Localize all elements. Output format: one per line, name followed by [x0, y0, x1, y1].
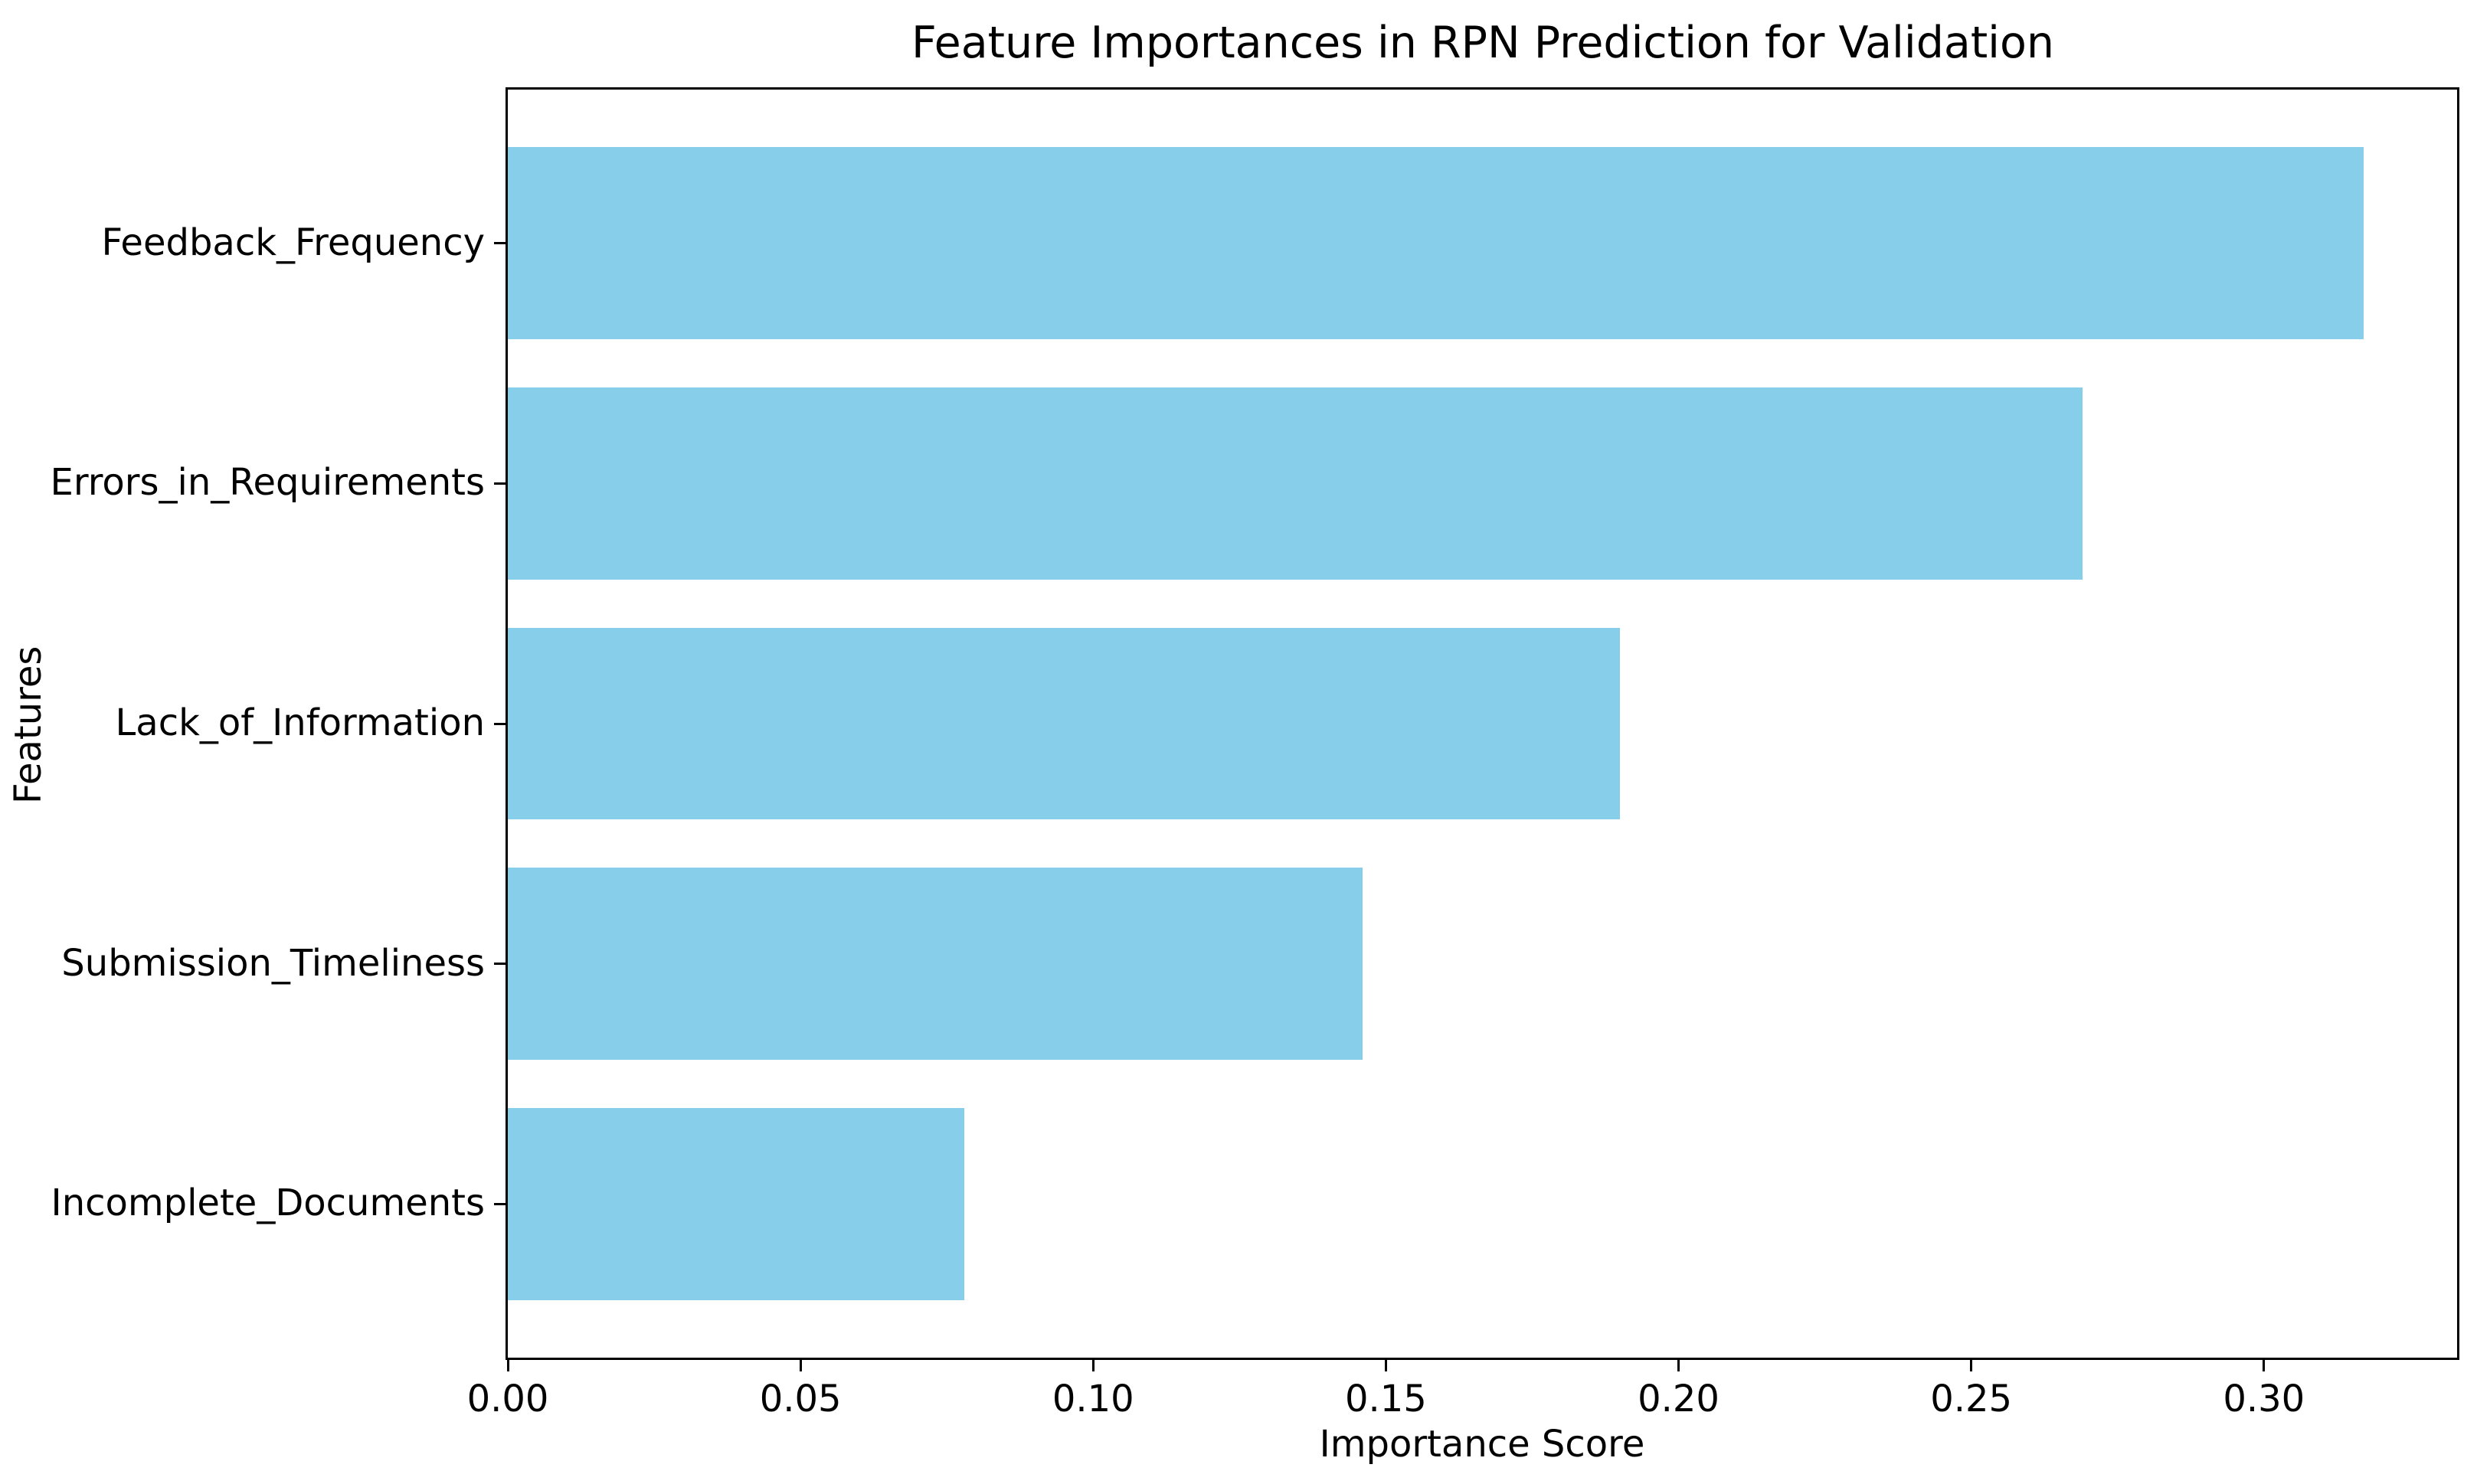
ytick-label: Incomplete_Documents: [51, 1182, 485, 1225]
y-tick-mark: [494, 963, 506, 966]
xtick-label: 0.00: [466, 1378, 549, 1420]
ytick-label: Feedback_Frequency: [101, 221, 485, 264]
y-tick-mark: [494, 482, 506, 485]
x-tick-mark: [506, 1360, 509, 1371]
ytick-label: Errors_in_Requirements: [50, 461, 485, 505]
xtick-label: 0.25: [1930, 1378, 2013, 1420]
bar-submission_timeliness: [508, 868, 1363, 1061]
xtick-label: 0.20: [1638, 1378, 1720, 1420]
x-tick-mark: [2263, 1360, 2266, 1371]
x-axis-label: Importance Score: [1319, 1423, 1645, 1466]
x-tick-mark: [1091, 1360, 1095, 1371]
x-tick-mark: [1677, 1360, 1680, 1371]
ytick-label: Submission_Timeliness: [61, 941, 485, 985]
xtick-label: 0.30: [2223, 1378, 2305, 1420]
ytick-label: Lack_of_Information: [115, 701, 485, 744]
x-tick-mark: [799, 1360, 802, 1371]
x-tick-mark: [1970, 1360, 1973, 1371]
xtick-label: 0.05: [759, 1378, 842, 1420]
x-tick-mark: [1384, 1360, 1387, 1371]
y-tick-mark: [494, 242, 506, 245]
bar-lack_of_information: [508, 627, 1621, 820]
xtick-label: 0.15: [1344, 1378, 1427, 1420]
y-tick-mark: [494, 722, 506, 725]
bar-incomplete_documents: [508, 1107, 965, 1300]
chart-title: Feature Importances in RPN Prediction fo…: [911, 18, 2055, 68]
bar-errors_in_requirements: [508, 387, 2083, 580]
bar-feedback_frequency: [508, 147, 2364, 340]
xtick-label: 0.10: [1052, 1378, 1134, 1420]
plot-area: [506, 87, 2459, 1360]
y-tick-mark: [494, 1202, 506, 1205]
